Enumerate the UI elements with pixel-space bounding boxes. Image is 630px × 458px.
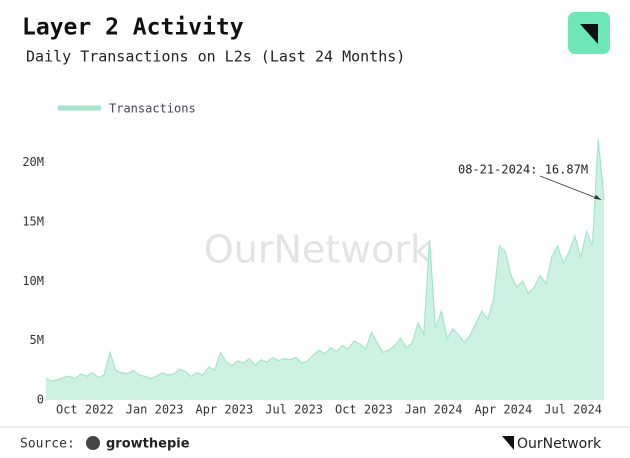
x-tick-label: Jan 2023: [126, 403, 184, 417]
brand-icon: [502, 436, 514, 450]
y-tick-label: 10M: [22, 274, 44, 288]
x-tick-label: Apr 2024: [474, 403, 532, 417]
x-tick-label: Jul 2024: [544, 403, 602, 417]
y-tick-label: 15M: [22, 215, 44, 229]
annotation: 08-21-2024: 16.87M: [458, 163, 588, 177]
x-tick-label: Apr 2023: [195, 403, 253, 417]
x-tick-label: Jul 2023: [265, 403, 323, 417]
x-tick-label: Oct 2022: [56, 403, 114, 417]
annotation-arrowhead: [594, 194, 601, 200]
source-icon: [86, 436, 100, 450]
source-name: growthepie: [106, 437, 190, 452]
chart-subtitle: Daily Transactions on L2s (Last 24 Month…: [26, 48, 405, 66]
legend-label: Transactions: [109, 102, 196, 116]
source-label: Source:: [20, 437, 75, 452]
line: [45, 138, 605, 382]
brand-name: OurNetwork: [517, 436, 602, 452]
logo: [568, 12, 610, 54]
chart-title: Layer 2 Activity: [22, 15, 244, 41]
x-tick-label: Jan 2024: [405, 403, 463, 417]
x-tick-label: Oct 2023: [335, 403, 393, 417]
area: [46, 138, 604, 400]
watermark: OurNetwork: [204, 228, 432, 272]
annotation-arrow: [539, 175, 602, 201]
y-tick-label: 5M: [30, 333, 44, 347]
y-tick-label: 0: [37, 393, 44, 407]
y-tick-label: 20M: [22, 155, 44, 169]
